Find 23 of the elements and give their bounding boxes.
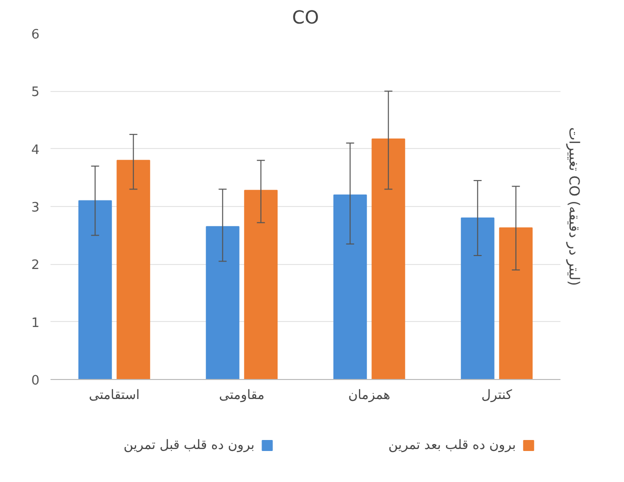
- y-tick-label: 2: [31, 258, 40, 274]
- bar: [460, 218, 494, 380]
- y-tick-label: 5: [31, 85, 40, 100]
- bar: [78, 200, 112, 380]
- bar: [116, 160, 150, 380]
- bar: [333, 194, 367, 380]
- bar: [499, 227, 533, 380]
- bar: [372, 138, 406, 380]
- y-tick-label: 1: [31, 316, 40, 331]
- bar: [206, 226, 240, 380]
- legend-label: برون ده قلب قبل تمرین: [124, 438, 255, 453]
- y-axis-title: تغییرات CO (لیتر در دقیقه): [566, 127, 582, 286]
- legend-label: برون ده قلب بعد تمرین: [388, 438, 516, 453]
- x-tick-label: مقاومتی: [219, 388, 264, 403]
- bar: [244, 190, 278, 380]
- y-tick-label: 6: [31, 28, 40, 42]
- x-tick-label: استقامتی: [88, 388, 140, 403]
- y-tick-label: 3: [31, 200, 40, 216]
- x-tick-label: کنترل: [481, 388, 513, 403]
- y-tick-label: 4: [31, 142, 40, 158]
- x-tick-label: همزمان: [348, 388, 390, 403]
- chart-title: CO: [292, 8, 319, 28]
- y-tick-label: 0: [31, 374, 40, 388]
